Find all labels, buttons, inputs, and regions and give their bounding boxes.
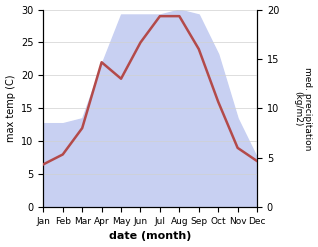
X-axis label: date (month): date (month) (109, 231, 191, 242)
Y-axis label: med. precipitation
(kg/m2): med. precipitation (kg/m2) (293, 67, 313, 150)
Y-axis label: max temp (C): max temp (C) (5, 75, 16, 142)
